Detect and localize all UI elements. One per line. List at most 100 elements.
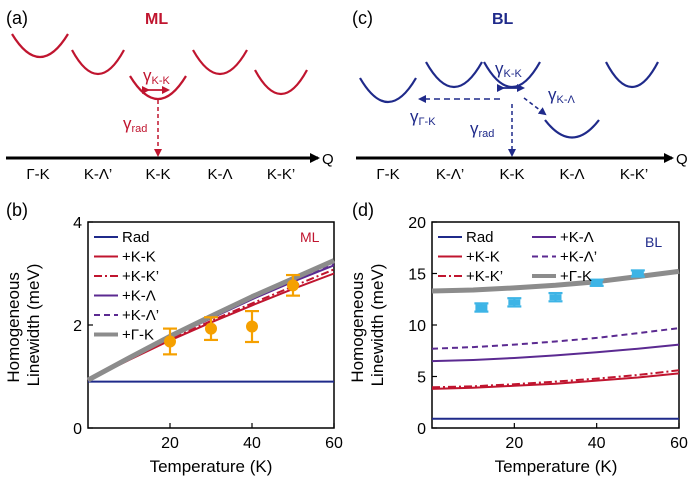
series-line-k-k [431,372,680,390]
q-tick-c-3: K-K [499,166,524,183]
y-tick-label: 0 [73,421,82,438]
panel-a-title: ML [145,11,168,28]
legend-label: +K-Λ’ [122,307,159,324]
legend-item: Rad [438,229,494,246]
valley-c-1 [359,77,417,104]
panel-a-valleys [11,33,308,101]
x-tick-label: 40 [243,435,261,452]
legend-label: +K-K [122,249,156,266]
gamma-rad-a: γrad [123,114,147,135]
legend-item: +K-K [438,249,500,266]
x-axis-label-d: Temperature (K) [495,457,618,476]
y-axis-label-d-line1: Homogeneous [348,272,367,383]
measured-points-b [163,273,300,356]
x-tick-label: 40 [588,435,606,452]
measured-points-d [474,269,645,313]
legend-label: Rad [466,229,494,246]
annotation-d: BL [645,234,662,250]
legend-label: +K-K’ [466,268,503,285]
gamma-kk-a: γK-K [143,66,171,87]
legend-item: +K-Λ’ [532,249,597,266]
legend-item: +K-K’ [438,268,503,285]
data-point [163,327,177,356]
panel-c-title: BL [492,11,514,28]
y-tick-label: 5 [417,370,426,387]
q-tick-a-2: K-Λ’ [84,166,112,183]
x-tick-label: 60 [670,435,688,452]
x-tick-label: 60 [325,435,343,452]
y-axis-label-b-line1: Homogeneous [4,272,23,383]
panel-c: (c) BL γK-K γΓ-K γK-Λ γrad Q Γ-K K-Λ’ K-… [352,8,688,183]
panel-a: (a) ML γK-K γrad Q Γ-K K-Λ’ K-K K-Λ K-K’ [6,8,334,183]
q-label-c: Q [676,151,688,168]
y-axis-label-b: Homogeneous Linewidth (meV) [4,264,43,387]
q-tick-a-3: K-K [145,166,170,183]
q-tick-a-1: Γ-K [26,166,49,183]
legend-item: +K-Λ [94,288,156,305]
y-tick-label: 2 [73,318,82,335]
series-line-k [431,327,680,350]
legend-item: +K-K [94,249,156,266]
x-tick-label: 20 [505,435,523,452]
legend-b: Rad +K-K +K-K’ +K-Λ +K-Λ’ +Γ-K [94,229,159,344]
gamma-kl-c: γK-Λ [548,85,576,106]
valley-a-3 [129,75,187,101]
panel-c-label: (c) [352,8,373,28]
y-tick-label: 4 [73,215,82,232]
legend-label: +K-Λ [560,229,594,246]
data-point [548,291,563,303]
valley-a-4 [192,49,248,76]
y-axis-label-b-line2: Linewidth (meV) [24,264,43,387]
legend-label: +K-K [466,249,500,266]
valley-a-5 [254,69,308,96]
series-line-k-k [431,369,680,389]
q-label-a: Q [322,151,334,168]
y-tick-label: 15 [408,267,426,284]
gamma-gk-c: γΓ-K [410,107,436,128]
panel-d-label: (d) [352,200,374,220]
axis-ticks-d: 20 40 60 0 5 10 15 20 [408,215,688,452]
legend-label: +K-Λ’ [560,249,597,266]
y-axis-label-d-line2: Linewidth (meV) [368,264,387,387]
legend-item: +K-K’ [94,268,159,285]
legend-item: Rad [94,229,150,246]
x-axis-label-b: Temperature (K) [150,457,273,476]
y-tick-label: 20 [408,215,426,232]
data-point [245,309,259,344]
data-point [204,316,218,342]
q-tick-a-4: K-Λ [207,166,232,183]
q-tick-c-1: Γ-K [376,166,399,183]
legend-d: Rad +K-K +K-K’ +K-Λ +K-Λ’ +Γ-K [438,229,597,285]
data-point [507,297,522,308]
legend-label: +Γ-K [122,327,154,344]
panel-b: (b) ML Temperature (K) Homogeneous Linew… [4,200,343,476]
y-axis-label-d: Homogeneous Linewidth (meV) [348,264,387,387]
legend-label: +K-Λ [122,288,156,305]
q-tick-c-4: K-Λ [559,166,584,183]
q-tick-a-5: K-K’ [267,166,295,183]
valley-a-1 [11,33,69,59]
legend-item: +Γ-K [94,327,154,344]
annotation-b: ML [300,229,320,245]
arrow-kl-c [523,97,547,116]
legend-label: Rad [122,229,150,246]
panel-a-label: (a) [6,8,28,28]
valley-c-4 [544,119,600,139]
q-ticks-a: Γ-K K-Λ’ K-K K-Λ K-K’ [26,166,295,183]
legend-item: +K-Λ [532,229,594,246]
panel-d: (d) BL Temperature (K) Homogeneous Linew… [348,200,688,476]
valley-c-2 [425,61,483,89]
q-tick-c-2: K-Λ’ [436,166,464,183]
y-tick-label: 10 [408,318,426,335]
data-point [589,278,604,287]
data-point [630,269,645,278]
axis-ticks-b: 20 40 60 0 2 4 [73,215,343,452]
q-tick-c-5: K-K’ [620,166,648,183]
series-line-k [431,343,680,363]
x-tick-label: 20 [161,435,179,452]
data-point [474,302,489,313]
gamma-rad-c: γrad [470,119,494,140]
legend-item: +Γ-K [532,268,592,285]
legend-item: +K-Λ’ [94,307,159,324]
